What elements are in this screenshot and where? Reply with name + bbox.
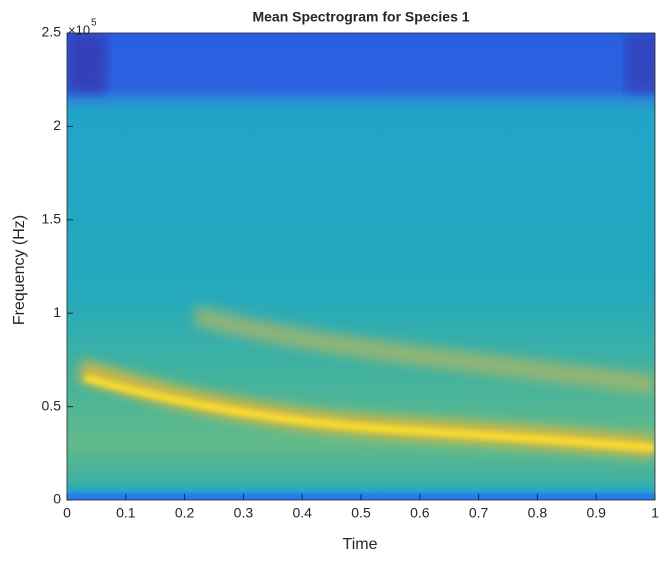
y-multiplier-exponent: 5 <box>91 18 97 29</box>
y-tick-label: 0.5 <box>42 397 62 413</box>
x-tick-label: 0.8 <box>528 505 548 521</box>
spectrogram-image <box>67 33 655 500</box>
x-tick-label: 0 <box>63 505 71 521</box>
x-tick-label: 0.2 <box>175 505 195 521</box>
x-tick-label: 1 <box>651 505 659 521</box>
x-tick-label: 0.7 <box>469 505 489 521</box>
x-tick-label: 0.4 <box>292 505 312 521</box>
y-multiplier: ×10 <box>68 22 90 37</box>
y-tick-label: 1 <box>53 304 61 320</box>
chart-title: Mean Spectrogram for Species 1 <box>252 9 469 25</box>
y-axis-label: Frequency (Hz) <box>11 215 28 325</box>
x-tick-label: 0.9 <box>586 505 606 521</box>
x-tick-label: 0.6 <box>410 505 430 521</box>
x-tick-label: 0.5 <box>351 505 371 521</box>
x-tick-label: 0.1 <box>116 505 136 521</box>
x-axis-label: Time <box>343 536 378 553</box>
x-tick-label: 0.3 <box>234 505 254 521</box>
y-tick-label: 1.5 <box>42 211 62 227</box>
y-tick-label: 2 <box>53 117 61 133</box>
y-tick-label: 0 <box>53 491 61 507</box>
y-tick-label: 2.5 <box>42 24 62 40</box>
